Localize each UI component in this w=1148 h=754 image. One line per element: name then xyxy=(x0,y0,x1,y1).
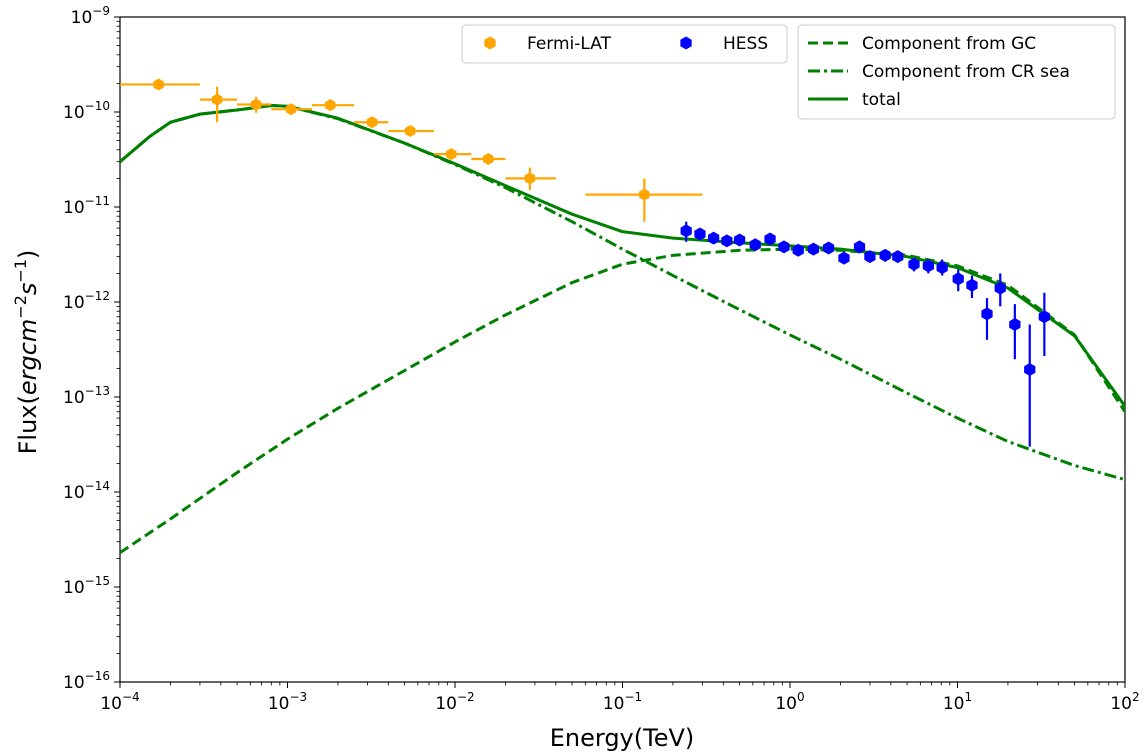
fermi-lat-point xyxy=(153,78,164,91)
hess-point xyxy=(966,278,978,292)
hess-point xyxy=(749,238,761,252)
hess-point xyxy=(778,240,790,254)
legend-points: Fermi-LAT HESS xyxy=(461,24,788,64)
legend-marker-fermi-lat xyxy=(484,36,496,50)
y-tick-label: 10−15 xyxy=(63,574,110,598)
fermi-lat-point xyxy=(211,93,223,106)
hess-point xyxy=(981,307,993,321)
hess-point xyxy=(864,250,876,264)
hess-point xyxy=(879,248,891,262)
x-tick-label: 10−2 xyxy=(435,690,474,714)
fermi-lat-point xyxy=(404,125,416,138)
hess-point xyxy=(792,243,804,257)
hess-point xyxy=(952,272,964,286)
x-axis-title: Energy(TeV) xyxy=(550,724,695,752)
hess-point xyxy=(807,242,820,256)
legend-label: HESS xyxy=(723,34,768,54)
y-tick-label: 10−9 xyxy=(71,4,110,28)
hess-point xyxy=(922,259,934,273)
hess-point xyxy=(1009,317,1021,331)
legend-marker-hess xyxy=(680,36,692,50)
y-tick-label: 10−13 xyxy=(63,384,110,408)
hess-point xyxy=(908,257,920,271)
hess-point xyxy=(838,251,850,265)
model-curves xyxy=(120,104,1125,554)
legend-lines: Component from GC Component from CR sea to… xyxy=(797,24,1116,120)
series-line-dashdot xyxy=(120,104,1125,482)
fermi-lat-point xyxy=(325,99,336,112)
legend-label: Component from CR sea xyxy=(862,62,1070,82)
x-tick-label: 101 xyxy=(943,690,972,714)
legend-label: Fermi-LAT xyxy=(527,34,612,54)
y-tick-label: 10−12 xyxy=(63,289,110,313)
fermi-lat-point xyxy=(366,116,378,129)
fermi-lat-point xyxy=(250,98,262,111)
hess-point xyxy=(892,250,904,264)
y-tick-label: 10−16 xyxy=(63,669,110,693)
hess-point xyxy=(708,231,720,245)
y-tick-label: 10−14 xyxy=(63,479,110,503)
hess-point xyxy=(764,232,776,246)
fermi-lat-point xyxy=(285,103,297,116)
fermi-lat-point xyxy=(446,148,457,161)
x-tick-label: 102 xyxy=(1110,690,1139,714)
x-tick-label: 10−1 xyxy=(603,690,642,714)
x-tick-label: 100 xyxy=(775,690,804,714)
x-tick-label: 10−3 xyxy=(268,690,307,714)
fermi-lat-point xyxy=(639,188,650,201)
legend-lines-box xyxy=(797,24,1116,120)
legend-label: Component from GC xyxy=(862,34,1036,54)
hess-point xyxy=(694,227,706,241)
legend-points-box xyxy=(461,24,788,64)
hess-point xyxy=(721,234,733,248)
y-axis-title: Flux(ergcm−2s−1) xyxy=(11,250,42,455)
legend-label: total xyxy=(862,90,901,110)
hess-point xyxy=(1024,362,1036,376)
hess-point xyxy=(936,261,948,275)
fermi-lat-point xyxy=(524,172,536,185)
hess-point xyxy=(853,240,866,254)
x-tick-label: 10−4 xyxy=(100,690,139,714)
axis-ticks: 10−4 10−3 10−2 10−1 100 101 102 10−16 10−15 10−14… xyxy=(63,4,1140,714)
fermi-lat-point xyxy=(483,153,494,166)
series-line-solid xyxy=(120,104,1125,408)
y-tick-label: 10−11 xyxy=(63,194,110,218)
hess-point xyxy=(680,224,692,238)
y-tick-label: 10−10 xyxy=(63,99,110,123)
hess-point xyxy=(994,281,1006,295)
hess-point xyxy=(733,233,746,247)
data-points xyxy=(120,78,1050,447)
hess-point xyxy=(822,241,835,255)
series-line-dashed xyxy=(120,247,1125,554)
hess-point xyxy=(1038,310,1050,324)
